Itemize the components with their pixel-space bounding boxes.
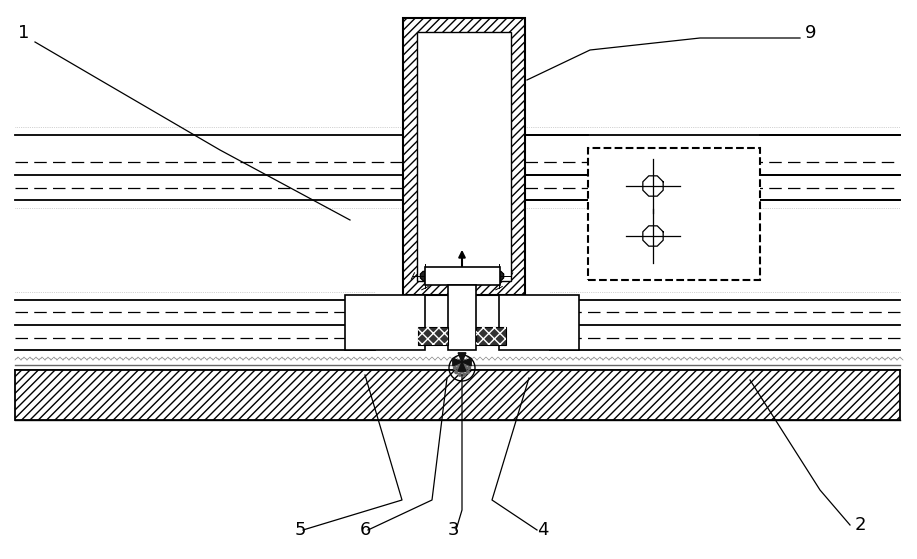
Text: 6: 6 — [360, 521, 371, 539]
Bar — [417, 281, 511, 295]
Bar — [417, 32, 511, 281]
Bar — [15, 370, 900, 420]
Polygon shape — [458, 353, 466, 362]
Circle shape — [463, 368, 466, 371]
Text: 3: 3 — [448, 521, 459, 539]
Bar — [476, 327, 506, 345]
Text: 5: 5 — [295, 521, 306, 539]
Circle shape — [459, 364, 462, 367]
Bar — [15, 370, 900, 420]
Polygon shape — [531, 314, 547, 330]
Circle shape — [455, 362, 458, 366]
Bar — [403, 18, 417, 295]
Bar — [476, 327, 506, 345]
Bar — [417, 18, 511, 32]
Circle shape — [463, 364, 466, 368]
Circle shape — [463, 367, 467, 369]
Circle shape — [463, 360, 466, 363]
Polygon shape — [453, 358, 462, 366]
Polygon shape — [643, 226, 663, 246]
Polygon shape — [458, 362, 466, 371]
Circle shape — [458, 360, 461, 363]
Text: 9: 9 — [805, 24, 816, 42]
Polygon shape — [420, 272, 429, 281]
Bar — [499, 295, 579, 350]
Circle shape — [458, 368, 461, 371]
Bar — [588, 148, 760, 280]
Circle shape — [455, 371, 458, 373]
Circle shape — [458, 367, 460, 369]
Circle shape — [454, 367, 457, 369]
Circle shape — [461, 369, 464, 372]
Bar — [511, 18, 525, 295]
Circle shape — [466, 362, 470, 366]
Circle shape — [458, 364, 461, 368]
Bar — [403, 18, 525, 295]
Bar — [418, 327, 448, 345]
Bar — [418, 327, 448, 345]
Polygon shape — [378, 314, 392, 330]
Text: 4: 4 — [537, 521, 548, 539]
Text: 1: 1 — [18, 24, 29, 42]
Polygon shape — [494, 272, 503, 281]
Circle shape — [458, 373, 461, 376]
Bar — [425, 267, 500, 285]
Circle shape — [468, 367, 470, 369]
Circle shape — [466, 371, 470, 373]
Circle shape — [459, 369, 462, 372]
Bar — [345, 295, 425, 350]
Polygon shape — [643, 176, 663, 196]
Circle shape — [461, 364, 464, 367]
Bar — [448, 285, 476, 350]
Text: 2: 2 — [855, 516, 867, 534]
Polygon shape — [462, 358, 471, 366]
Circle shape — [463, 373, 466, 376]
